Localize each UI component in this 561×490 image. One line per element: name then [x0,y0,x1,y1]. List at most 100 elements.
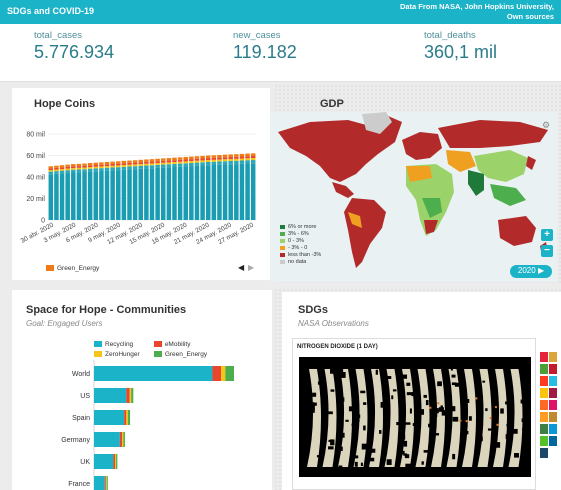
southeast-asia-region[interactable] [490,184,526,206]
bar-segment[interactable] [65,166,70,169]
bar-segment[interactable] [239,153,245,157]
sdg-goal-icon[interactable] [549,436,557,446]
bar-segment[interactable] [250,153,256,157]
bar-segment[interactable] [228,159,233,161]
bar-segment[interactable] [183,159,188,162]
bar-segment[interactable] [113,454,115,469]
bar-segment[interactable] [149,161,155,164]
bar-segment[interactable] [121,166,127,170]
bar-segment[interactable] [93,171,99,220]
bar-segment[interactable] [189,166,194,220]
bar-segment[interactable] [172,163,177,168]
bar-segment[interactable] [189,159,194,162]
bar-segment[interactable] [48,168,54,171]
bar-segment[interactable] [245,160,250,164]
bar-segment[interactable] [160,162,166,165]
bar-segment[interactable] [166,160,172,163]
bar-segment[interactable] [87,171,93,220]
bar-segment[interactable] [94,454,114,469]
bar-segment[interactable] [189,156,194,160]
bar-segment[interactable] [160,164,166,168]
bar-segment[interactable] [65,168,70,171]
bar-segment[interactable] [211,159,217,162]
bar-segment[interactable] [132,164,138,167]
bar-segment[interactable] [166,164,172,168]
bar-segment[interactable] [76,169,82,173]
sdg-goal-icon[interactable] [549,400,557,410]
nasa-image-frame[interactable]: NITROGEN DIOXIDE (1 DAY) [292,338,536,490]
bar-segment[interactable] [110,163,115,166]
bar-segment[interactable] [211,157,217,160]
bar-segment[interactable] [177,157,183,160]
bar-segment[interactable] [59,173,65,220]
bar-segment[interactable] [205,161,211,166]
world-map[interactable] [270,112,557,282]
sdg-goal-icon[interactable] [540,388,548,398]
bar-segment[interactable] [121,169,127,220]
bar-segment[interactable] [194,160,200,163]
bar-segment[interactable] [228,160,233,165]
bar-segment[interactable] [205,155,211,159]
bar-segment[interactable] [94,388,127,403]
bar-segment[interactable] [124,410,127,425]
bar-segment[interactable] [59,170,65,174]
bar-segment[interactable] [65,170,70,173]
bar-segment[interactable] [126,388,130,403]
bar-segment[interactable] [122,432,124,447]
bar-segment[interactable] [200,160,205,163]
bar-segment[interactable] [71,168,76,170]
bar-segment[interactable] [183,163,188,167]
bar-segment[interactable] [166,158,172,161]
bar-segment[interactable] [132,162,138,165]
india-region[interactable] [468,170,484,196]
bar-segment[interactable] [155,161,160,164]
bar-segment[interactable] [65,164,70,167]
bar-segment[interactable] [121,165,127,167]
bar-segment[interactable] [144,165,149,169]
bar-segment[interactable] [200,155,205,159]
bar-segment[interactable] [94,410,125,425]
bar-segment[interactable] [104,167,110,171]
australia-region[interactable] [498,216,536,246]
bar-segment[interactable] [132,169,138,220]
bar-segment[interactable] [250,156,256,159]
bar-segment[interactable] [93,166,99,169]
bar-segment[interactable] [194,158,200,161]
bar-segment[interactable] [155,163,160,165]
bar-segment[interactable] [239,156,245,159]
bar-segment[interactable] [104,166,110,168]
bar-segment[interactable] [166,162,172,165]
bar-segment[interactable] [59,169,65,171]
bar-segment[interactable] [234,158,239,161]
bar-segment[interactable] [87,168,93,172]
bar-segment[interactable] [177,161,183,164]
bar-segment[interactable] [129,388,132,403]
bar-segment[interactable] [160,160,166,163]
bar-segment[interactable] [132,166,138,170]
north-africa-region[interactable] [406,166,432,182]
europe-region[interactable] [402,132,442,160]
bar-segment[interactable] [144,159,149,162]
bar-segment[interactable] [126,410,128,425]
sdg-goal-icon[interactable] [540,364,548,374]
bar-segment[interactable] [144,163,149,166]
sdg-goal-icon[interactable] [540,412,548,422]
bar-segment[interactable] [127,164,132,167]
bar-segment[interactable] [123,432,125,447]
bar-segment[interactable] [155,164,160,168]
bar-segment[interactable] [217,154,222,158]
bar-segment[interactable] [225,366,234,381]
andes-region[interactable] [348,212,362,228]
bar-segment[interactable] [234,164,239,220]
bar-segment[interactable] [127,160,132,163]
china-region[interactable] [474,150,528,182]
bar-segment[interactable] [222,157,228,160]
bar-segment[interactable] [250,160,256,164]
sdg-goal-icon[interactable] [540,424,548,434]
bar-segment[interactable] [87,167,93,169]
bar-segment[interactable] [222,164,228,220]
bar-segment[interactable] [116,454,118,469]
bar-segment[interactable] [104,161,110,165]
bar-segment[interactable] [138,164,144,166]
bar-segment[interactable] [222,154,228,158]
